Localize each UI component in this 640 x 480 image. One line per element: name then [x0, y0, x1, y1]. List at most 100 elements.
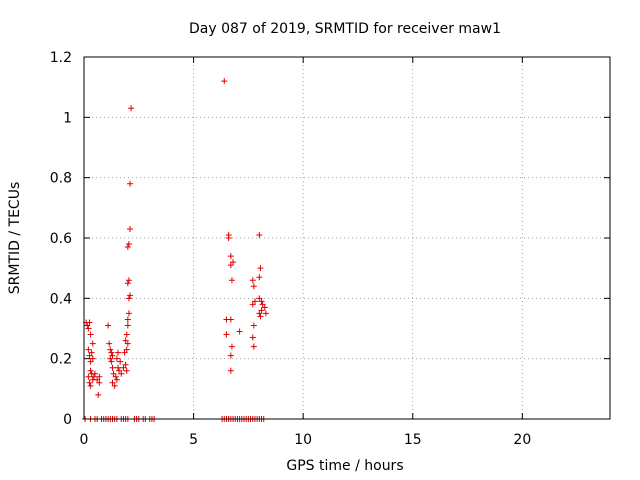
- y-tick-label: 0.6: [50, 231, 72, 247]
- data-point: [124, 244, 131, 251]
- x-tick-label: 0: [80, 432, 89, 448]
- plot-frame: [83, 56, 611, 420]
- data-point: [257, 313, 264, 320]
- data-point: [96, 379, 103, 386]
- data-point: [114, 349, 121, 356]
- data-point: [85, 325, 92, 332]
- data-point: [249, 301, 256, 308]
- data-point: [107, 346, 114, 353]
- data-point: [107, 355, 114, 362]
- data-point: [249, 334, 256, 341]
- data-point: [124, 280, 131, 287]
- data-point: [94, 376, 101, 383]
- data-point: [108, 349, 115, 356]
- data-point: [258, 298, 265, 305]
- data-point: [256, 310, 263, 317]
- data-point: [86, 379, 93, 386]
- data-point: [89, 355, 96, 362]
- data-point: [261, 304, 268, 311]
- data-point: [125, 310, 132, 317]
- data-point: [88, 349, 95, 356]
- data-point: [124, 316, 131, 323]
- data-point: [256, 274, 263, 281]
- data-point: [105, 322, 112, 329]
- data-point: [127, 292, 134, 299]
- data-point: [118, 370, 125, 377]
- y-tick-label: 0: [63, 412, 72, 428]
- data-point: [95, 391, 102, 398]
- data-point: [85, 346, 92, 353]
- data-point: [227, 367, 234, 374]
- data-point: [113, 376, 120, 383]
- data-point: [123, 367, 130, 374]
- data-point: [114, 364, 121, 371]
- data-point: [227, 253, 234, 260]
- data-point: [109, 379, 116, 386]
- data-point: [227, 262, 234, 269]
- data-point: [110, 370, 117, 377]
- data-point: [122, 361, 129, 368]
- data-point: [250, 343, 257, 350]
- data-point: [251, 298, 258, 305]
- data-point: [120, 364, 127, 371]
- data-point: [87, 382, 94, 389]
- chart-title: Day 087 of 2019, SRMTID for receiver maw…: [189, 21, 501, 37]
- data-point: [106, 340, 113, 347]
- data-point: [227, 352, 234, 359]
- data-point: [86, 319, 93, 326]
- data-point: [228, 343, 235, 350]
- grid-lines: [84, 56, 610, 419]
- data-point: [223, 331, 230, 338]
- x-tick-label: 5: [189, 432, 198, 448]
- data-point: [111, 382, 118, 389]
- data-point: [128, 105, 135, 112]
- data-point: [257, 265, 264, 272]
- data-point: [87, 358, 94, 365]
- data-points: [82, 78, 269, 422]
- x-axis-label: GPS time / hours: [286, 458, 403, 474]
- data-point: [109, 352, 116, 359]
- data-point: [262, 310, 269, 317]
- data-point: [228, 277, 235, 284]
- y-tick-label: 0.2: [50, 352, 72, 368]
- y-tick-label: 1: [63, 110, 72, 126]
- data-point: [91, 370, 98, 377]
- data-point: [127, 180, 134, 187]
- y-tick-label: 0.4: [50, 291, 72, 307]
- x-tick-label: 15: [404, 432, 422, 448]
- data-point: [259, 301, 266, 308]
- data-point: [87, 367, 94, 374]
- data-point: [123, 331, 130, 338]
- data-point: [85, 373, 92, 380]
- data-point: [117, 358, 124, 365]
- data-point: [256, 295, 263, 302]
- y-tick-label: 0.8: [50, 171, 72, 187]
- data-point: [113, 355, 120, 362]
- data-point: [124, 340, 131, 347]
- data-point: [121, 349, 128, 356]
- data-point: [125, 277, 132, 284]
- data-point: [112, 373, 119, 380]
- x-tick-label: 20: [513, 432, 531, 448]
- data-point: [123, 346, 130, 353]
- data-point: [250, 283, 257, 290]
- data-point: [124, 322, 131, 329]
- data-point: [127, 225, 134, 232]
- data-point: [122, 337, 129, 344]
- data-point: [250, 322, 257, 329]
- data-point: [89, 340, 96, 347]
- data-point: [258, 307, 265, 314]
- axis-ticks: 0 5 10 15 20 0 0.2 0.4 0.6 0.8 1 1.2: [50, 50, 610, 448]
- y-tick-label: 1.2: [50, 50, 72, 66]
- x-tick-label: 10: [294, 432, 312, 448]
- data-point: [109, 364, 116, 371]
- y-axis-label: SRMTID / TECUs: [7, 182, 23, 295]
- data-point: [125, 295, 132, 302]
- data-point: [227, 316, 234, 323]
- data-point: [87, 331, 94, 338]
- data-point: [86, 352, 93, 359]
- data-point: [256, 231, 263, 238]
- data-point: [125, 241, 132, 248]
- data-point: [221, 78, 228, 85]
